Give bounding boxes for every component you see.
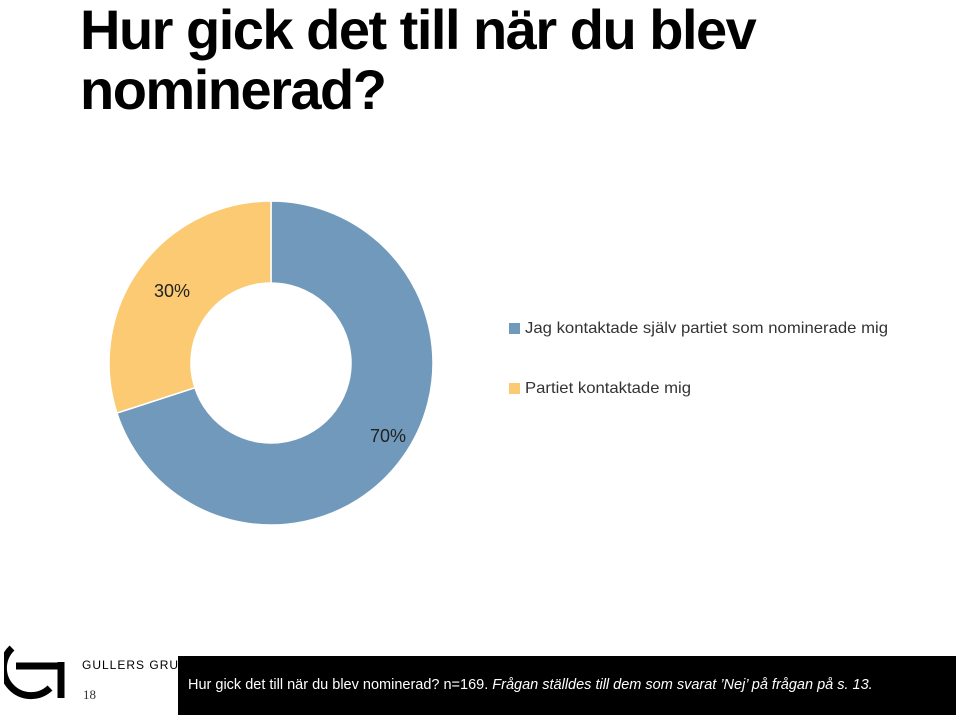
footnote-italic-text: Frågan ställdes till dem som svarat ’Nej… xyxy=(492,677,873,693)
footnote: Hur gick det till när du blev nominerad?… xyxy=(188,677,873,693)
slice-value-label: 30% xyxy=(154,281,190,301)
legend-swatch xyxy=(509,323,520,334)
logo-text: GULLERS GRUPP xyxy=(82,658,198,672)
page-title: Hur gick det till när du blev nominerad? xyxy=(80,0,757,121)
footnote-text: Hur gick det till när du blev nominerad?… xyxy=(188,677,493,693)
slice-value-label: 70% xyxy=(370,426,406,446)
legend-label: Jag kontaktade själv partiet som nominer… xyxy=(525,320,888,337)
donut-slice xyxy=(115,200,434,526)
page-number: 18 xyxy=(83,687,96,702)
legend-label: Partiet kontaktade mig xyxy=(525,380,691,397)
donut-chart: 70% 30% Jag kontaktade själv partiet som … xyxy=(108,200,888,526)
footnote-bar xyxy=(178,656,956,715)
gullers-grupp-logo-icon xyxy=(4,645,65,700)
legend-swatch xyxy=(509,383,520,394)
donut-slice xyxy=(108,200,272,415)
